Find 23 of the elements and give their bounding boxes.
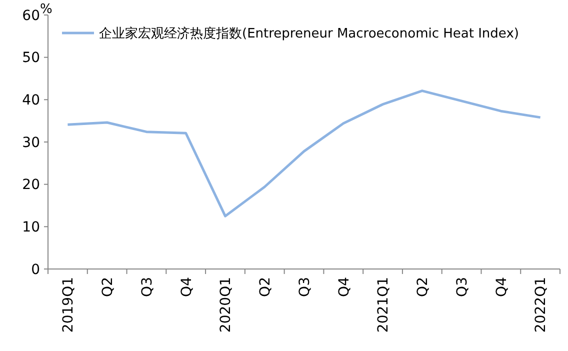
y-tick-label: 50 <box>22 50 40 66</box>
y-tick-label: 40 <box>22 92 40 109</box>
x-tick-label: Q3 <box>454 277 470 297</box>
x-tick-label: Q3 <box>296 277 313 297</box>
y-axis-title: % <box>40 2 52 17</box>
y-tick-label: 30 <box>22 134 40 151</box>
x-tick-label: Q4 <box>336 276 352 297</box>
y-tick-label: 20 <box>22 177 40 194</box>
legend-label: 企业家宏观经济热度指数(Entrepreneur Macroeconomic Heat Index) <box>99 26 519 42</box>
x-tick-label: Q3 <box>139 277 156 297</box>
x-tick-label: 2021Q1 <box>376 277 392 333</box>
x-tick-label: Q2 <box>258 277 274 297</box>
y-tick-label: 60 <box>22 8 40 24</box>
y-tick-label: 10 <box>22 220 40 236</box>
x-tick-label: 2020Q1 <box>218 277 234 333</box>
x-tick-label: Q2 <box>415 277 432 297</box>
x-tick-label: 2019Q1 <box>60 277 77 333</box>
x-tick-label: Q2 <box>100 277 116 297</box>
line-series <box>66 90 542 218</box>
y-tick-label: 0 <box>31 262 40 278</box>
x-tick-label: 2022Q1 <box>533 277 550 333</box>
x-tick-label: Q4 <box>494 276 510 297</box>
x-tick-label: Q4 <box>178 276 195 297</box>
